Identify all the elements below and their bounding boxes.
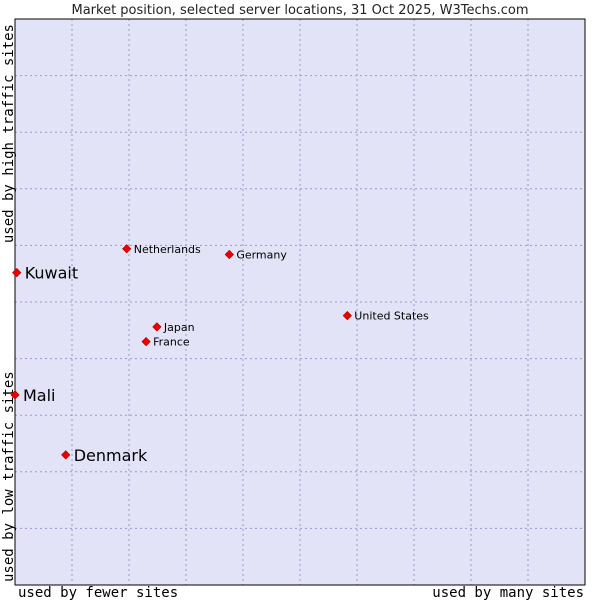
point-denmark <box>61 450 71 460</box>
point-mali <box>10 390 20 400</box>
label-france: France <box>153 336 190 349</box>
x-axis-label-left: used by fewer sites <box>18 585 178 600</box>
label-united-states: United States <box>354 310 429 323</box>
point-germany <box>224 249 234 260</box>
point-kuwait <box>12 267 22 278</box>
point-netherlands <box>122 244 132 254</box>
label-japan: Japan <box>163 321 195 334</box>
label-mali: Mali <box>23 386 56 405</box>
y-axis-label-bottom: used by low traffic sites <box>1 371 17 582</box>
label-kuwait: Kuwait <box>25 264 78 283</box>
point-united-states <box>342 310 352 321</box>
plot-border <box>14 18 586 586</box>
label-denmark: Denmark <box>74 446 148 465</box>
grid-lines <box>15 19 585 585</box>
point-france <box>141 336 151 347</box>
data-points: Netherlands Germany Kuwait United States Jap… <box>10 243 429 465</box>
label-germany: Germany <box>236 248 287 261</box>
y-axis-label-top: used by high traffic sites <box>1 24 17 243</box>
x-axis-label-right: used by many sites <box>432 585 584 600</box>
point-japan <box>152 322 162 332</box>
label-netherlands: Netherlands <box>134 243 201 256</box>
chart-title: Market position, selected server locatio… <box>71 3 528 18</box>
